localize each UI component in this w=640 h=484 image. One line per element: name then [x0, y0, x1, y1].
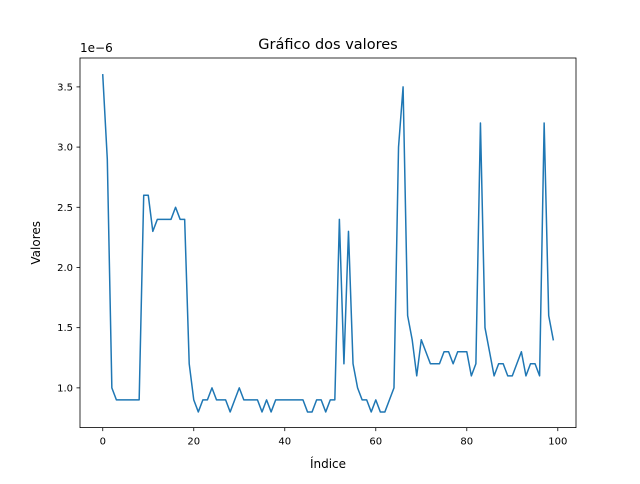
plot-area	[101, 74, 555, 413]
y-tick-label: 1.5	[57, 323, 73, 334]
axes-frame	[79, 57, 577, 429]
x-tick-label: 40	[278, 437, 291, 448]
y-tick-label: 3.5	[57, 82, 73, 93]
chart-title: Gráfico dos valores	[258, 37, 397, 53]
y-tick-label: 2.5	[57, 203, 73, 214]
y-axis-offset-label: 1e−6	[80, 41, 113, 55]
y-tick-label: 1.0	[57, 383, 73, 394]
y-axis-ticks: 1.0 1.5 2.0 2.5 3.0 3.5	[57, 82, 80, 394]
x-axis-ticks: 0 20 40 60 80 100	[100, 427, 567, 448]
x-tick-label: 60	[369, 437, 382, 448]
series-line-0	[101, 74, 555, 413]
x-tick-label: 20	[187, 437, 200, 448]
y-tick-label: 3.0	[57, 143, 73, 154]
y-axis-label: Valores	[29, 221, 43, 265]
x-tick-label: 80	[460, 437, 473, 448]
x-tick-label: 100	[548, 437, 567, 448]
y-tick-label: 2.0	[57, 263, 73, 274]
x-tick-label: 0	[100, 437, 106, 448]
x-axis-label: Índice	[310, 456, 346, 471]
